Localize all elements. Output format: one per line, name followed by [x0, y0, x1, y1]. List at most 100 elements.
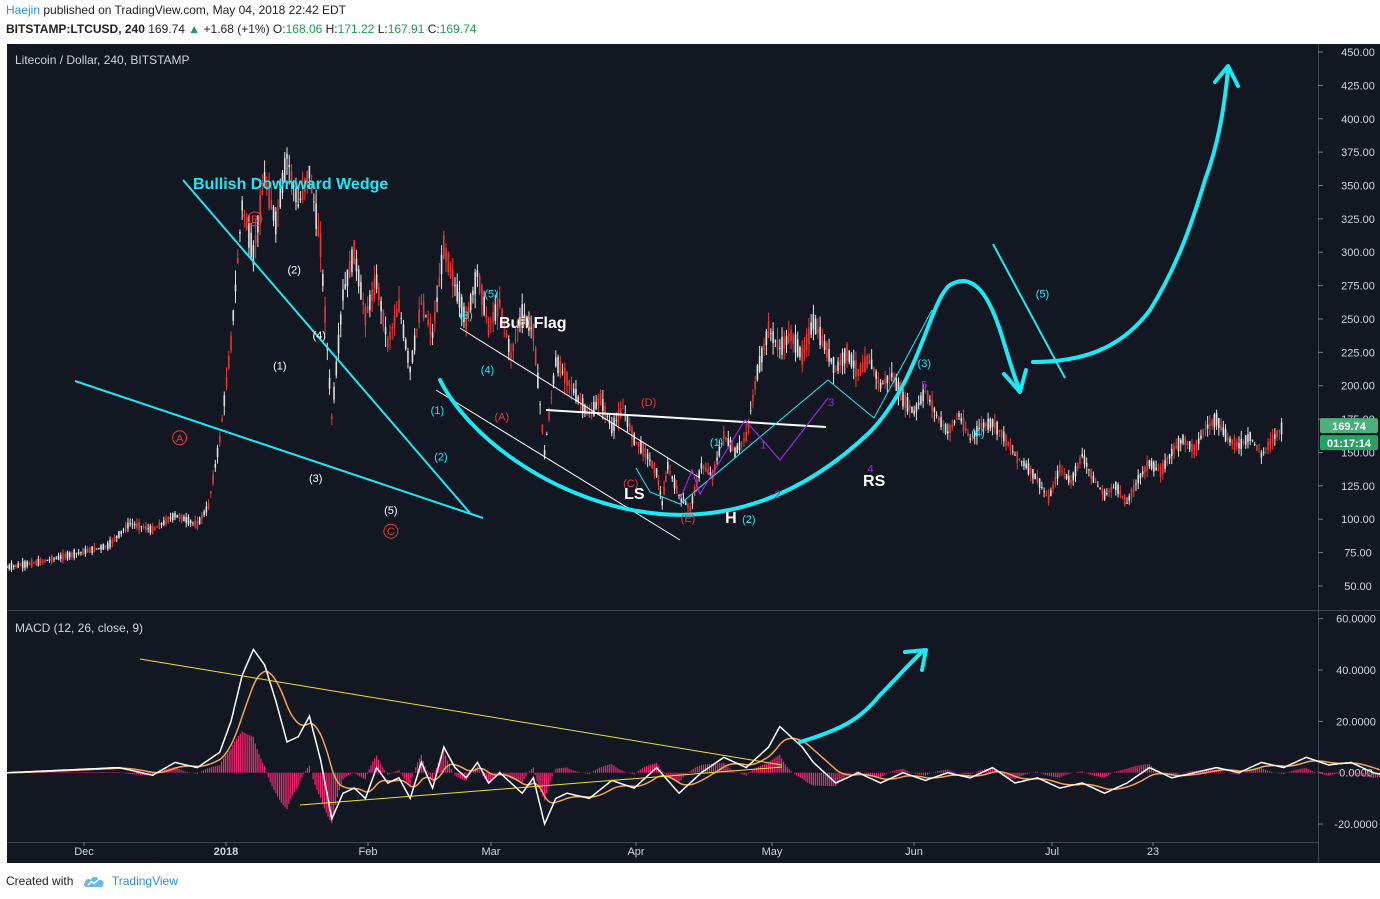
candle-body — [512, 344, 515, 352]
candle-body — [322, 273, 324, 287]
candle-body — [140, 526, 143, 528]
candle-body — [1121, 495, 1124, 497]
price-tick-label: 425.00 — [1341, 80, 1375, 92]
candle-body — [142, 526, 145, 528]
candle-body — [465, 313, 467, 330]
candle-body — [711, 470, 714, 480]
candle-body — [353, 240, 355, 265]
candle-body — [201, 515, 203, 519]
candle-body — [626, 414, 629, 427]
candle-body — [254, 235, 257, 244]
candle-body — [454, 284, 456, 287]
candle-body — [503, 322, 506, 326]
candle-body — [492, 312, 494, 323]
candle-body — [214, 463, 217, 468]
candle-body — [1258, 451, 1260, 453]
candle-body — [808, 327, 810, 344]
candle-body — [98, 547, 100, 549]
wave-label-circle — [383, 523, 399, 539]
candle-body — [665, 475, 667, 481]
candle-body — [59, 555, 62, 559]
ohlc-close-label: C: — [427, 22, 440, 36]
candle-body — [973, 430, 976, 437]
candle-body — [615, 420, 618, 422]
price-change: +1.68 (+1%) — [203, 22, 270, 36]
candle-body — [460, 296, 463, 318]
candle-body — [532, 324, 535, 341]
symbol-name: BITSTAMP:LTCUSD, 240 — [6, 22, 145, 36]
candle-body — [1173, 445, 1175, 454]
candle-body — [422, 300, 425, 318]
candle-body — [848, 350, 851, 362]
candle-body — [1132, 485, 1135, 493]
neckline — [545, 409, 827, 428]
candle-body — [913, 410, 915, 415]
candle-body — [521, 304, 523, 321]
candle-body — [1083, 455, 1086, 465]
candle-body — [875, 371, 877, 379]
candle-body — [1184, 437, 1187, 445]
candle-body — [440, 255, 443, 274]
candle-body — [1088, 469, 1090, 471]
candle-body — [767, 321, 770, 339]
candle-body — [661, 501, 663, 506]
tradingview-cloud-icon[interactable] — [83, 875, 105, 888]
price-tick-label: 275.00 — [1341, 281, 1375, 293]
candle-body — [178, 515, 181, 520]
wave-label: (4) — [971, 427, 984, 439]
candle-body — [812, 313, 815, 330]
macd-tick-label: 20.0000 — [1336, 716, 1376, 728]
candle-body — [1211, 420, 1213, 426]
candle-body — [346, 269, 349, 287]
candle-body — [26, 561, 28, 567]
price-tick-label: 450.00 — [1341, 47, 1375, 59]
candle-body — [158, 521, 161, 530]
candle-body — [857, 369, 859, 376]
candle-body — [1222, 427, 1225, 436]
candle-body — [1195, 440, 1198, 451]
candle-body — [147, 528, 149, 530]
candle-body — [319, 234, 322, 257]
candle-body — [46, 559, 49, 561]
wave-label: (5) — [1036, 289, 1049, 301]
candle-body — [467, 306, 470, 318]
candle-body — [409, 366, 411, 373]
candle-body — [996, 422, 998, 435]
candle-body — [832, 356, 835, 373]
candle-body — [165, 517, 167, 525]
candle-body — [1115, 481, 1117, 490]
candle-body — [505, 333, 508, 337]
candle-body — [980, 423, 983, 429]
candle-body — [606, 416, 609, 418]
candle-body — [1265, 448, 1267, 450]
candle-body — [581, 398, 584, 413]
candle-body — [787, 332, 790, 343]
candle-body — [552, 375, 555, 385]
candle-body — [351, 249, 353, 273]
author-name[interactable]: Haejin — [6, 3, 41, 17]
candle-body — [846, 343, 848, 361]
candle-body — [868, 354, 871, 364]
candle-body — [734, 447, 736, 458]
countdown-tag-label: 01:17:14 — [1327, 438, 1372, 450]
wave-label: (2) — [434, 451, 447, 463]
price-axis-pane — [1318, 44, 1380, 863]
candle-body — [483, 296, 485, 315]
price-tick-label: 350.00 — [1341, 181, 1375, 193]
candle-body — [1209, 423, 1211, 427]
macd-upper-trendline — [139, 658, 783, 766]
candle-body — [852, 360, 855, 369]
tradingview-brand[interactable]: TradingView — [111, 874, 178, 888]
candle-body — [982, 422, 985, 429]
candle-body — [48, 559, 51, 561]
up-arrow-icon — [1213, 64, 1240, 88]
candle-body — [494, 304, 497, 321]
candle-body — [395, 309, 398, 317]
price-tick-label: 200.00 — [1341, 381, 1375, 393]
candle-body — [225, 377, 228, 386]
candle-body — [1141, 471, 1144, 475]
candle-body — [1182, 434, 1184, 444]
candle-body — [924, 391, 927, 393]
candle-body — [628, 423, 631, 431]
